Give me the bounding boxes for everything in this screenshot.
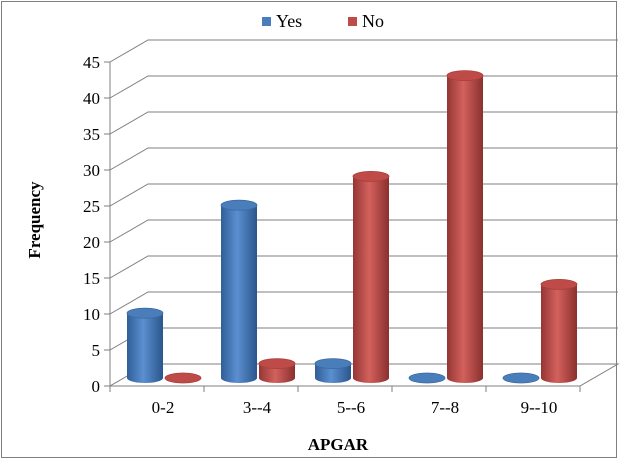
gridline [109,147,618,171]
bar-body [127,313,163,383]
bar-yes-5--6 [314,358,352,383]
bar-no-5--6 [352,170,390,383]
legend: Yes No [262,11,384,31]
x-axis-ticks: 0-2 3--4 5--6 7--8 9--10 [109,386,581,417]
bar-top [352,170,390,182]
legend-swatch-yes [262,17,271,26]
legend-swatch-no [348,17,357,26]
x-axis-title: APGAR [308,435,369,454]
y-tick-label: 20 [83,233,100,252]
bar-top [502,372,540,384]
y-axis-ticks: 0 5 10 15 20 25 30 35 40 45 [83,53,110,396]
bar-top [540,278,578,290]
x-tick-label: 7--8 [431,398,459,417]
bar-body [447,75,483,383]
bars [126,70,578,384]
x-tick-label: 9--10 [521,398,558,417]
gridline [109,111,618,135]
bar-body [221,205,257,383]
bar-top [446,70,484,81]
bar-no-0-2 [164,372,202,384]
y-tick-label: 35 [83,125,100,144]
y-axis-title: Frequency [25,181,44,259]
legend-label-no: No [362,11,384,31]
bar-no-9--10 [540,278,578,383]
y-tick-label: 0 [92,377,101,396]
y-tick-label: 5 [92,341,101,360]
y-tick-label: 25 [83,197,100,216]
y-tick-label: 10 [83,305,100,324]
bar-top [408,372,446,384]
bar-top [164,372,202,384]
bar-body [353,176,389,383]
gridline [109,39,618,63]
bar-yes-7--8 [408,372,446,384]
bar-yes-9--10 [502,372,540,384]
bar-top [258,358,296,370]
bar-yes-3--4 [220,199,258,383]
legend-label-yes: Yes [276,11,302,31]
bar-body [315,363,351,383]
bar-body [541,284,577,383]
x-tick-label: 3--4 [243,398,272,417]
bar-yes-0-2 [126,307,164,383]
y-tick-label: 45 [83,53,100,72]
x-tick-label: 0-2 [152,398,175,417]
bar-body [259,363,295,383]
gridline [109,75,618,99]
y-tick-label: 30 [83,161,100,180]
bar-no-7--8 [446,70,484,383]
y-tick-label: 15 [83,269,100,288]
x-tick-label: 5--6 [337,398,365,417]
bar-top [126,307,164,319]
bar-top [314,358,352,370]
bar-no-3--4 [258,358,296,383]
y-tick-label: 40 [83,89,100,108]
bar-top [220,199,258,211]
